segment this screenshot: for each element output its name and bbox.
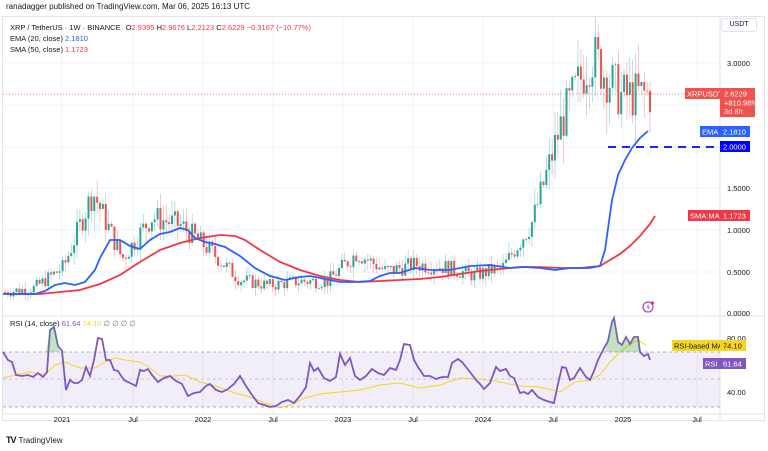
- price-tick-1.5: 1.5000: [727, 184, 750, 193]
- close-value: 2.6229: [221, 23, 245, 32]
- svg-text:74.10: 74.10: [723, 342, 742, 351]
- svg-text:2.6229: 2.6229: [724, 90, 747, 99]
- high-value: 2.9676: [162, 23, 185, 32]
- open-value: 2.9395: [131, 23, 155, 32]
- price-tick-1: 1.0000: [727, 226, 750, 235]
- rsi-tick-40: 40.00: [727, 388, 746, 397]
- rsi-tag: RSI 61.64: [703, 358, 746, 369]
- ema-legend-row[interactable]: EMA (20, close) 2.1810: [10, 34, 88, 43]
- rsi-tick-80: 80.00: [727, 334, 746, 343]
- price-tick-3: 3.0000: [727, 59, 750, 68]
- svg-text:EMA: EMA: [702, 128, 718, 137]
- ema-tag: EMA 2.1810: [700, 126, 750, 137]
- sma-tag: SMA:MA 1.1723: [688, 210, 750, 221]
- ema-legend-value: 2.1810: [65, 34, 88, 43]
- svg-text:RSI-based MA: RSI-based MA: [674, 342, 723, 351]
- svg-text:+810.98%: +810.98%: [724, 99, 758, 108]
- svg-text:RSI: RSI: [705, 360, 718, 369]
- svg-text:61.64: 61.64: [723, 360, 742, 369]
- currency-selector[interactable]: USDT: [721, 18, 757, 32]
- tradingview-logo-icon: TV: [6, 435, 16, 445]
- symbol-label[interactable]: XRP / TetherUS · 1W · BINANCE: [10, 23, 121, 32]
- rsi-legend[interactable]: RSI (14, close) 61.64 74.10 ∅ ∅ ∅ ∅: [10, 319, 136, 328]
- ema-line: [3, 130, 649, 295]
- brand-name: TradingView: [18, 435, 63, 445]
- chart-legend: XRP / TetherUS · 1W · BINANCE O2.9395 H2…: [10, 22, 311, 55]
- svg-text:SMA:MA: SMA:MA: [690, 212, 720, 221]
- rsi-ma-line: [2, 339, 647, 409]
- rsi-legend-value: 61.64: [61, 319, 81, 328]
- footer-brand[interactable]: TV TradingView: [6, 435, 63, 445]
- publisher-credit: ranadagger published on TradingView.com,…: [6, 2, 251, 11]
- price-tick-0.5: 0.5000: [727, 268, 750, 277]
- time-axis[interactable]: 2021 Jul 2022 Jul 2023 Jul 2024 Jul 2025…: [53, 415, 702, 424]
- svg-text:2.0000: 2.0000: [723, 143, 746, 152]
- rsi-line: [2, 315, 651, 408]
- change-value: −0.3167 (−10.77%): [246, 23, 311, 32]
- chart-frame: [2, 16, 765, 421]
- candles: [4, 17, 651, 301]
- rsi-ma-tag: RSI-based MA 74.10: [672, 340, 746, 351]
- price-tick-0: 0.0000: [727, 309, 750, 318]
- rsi-ma-legend-value: 74.10: [82, 319, 102, 328]
- ohlc-row: XRP / TetherUS · 1W · BINANCE O2.9395 H2…: [10, 23, 311, 32]
- sma-legend-row[interactable]: SMA (50, close) 1.1723: [10, 45, 88, 54]
- sma-legend-value: 1.1723: [65, 45, 88, 54]
- symbol-price-tag: XRPUSDT 2.6229 +810.98% 3d 8h: [685, 88, 758, 117]
- low-value: 2.2123: [191, 23, 215, 32]
- lightning-alert-icon[interactable]: [642, 301, 655, 313]
- svg-text:3d 8h: 3d 8h: [724, 107, 743, 116]
- svg-text:XRPUSDT: XRPUSDT: [687, 90, 723, 99]
- svg-text:2.1810: 2.1810: [723, 128, 746, 137]
- svg-text:1.1723: 1.1723: [723, 212, 746, 221]
- level-tag: 2.0000: [720, 141, 750, 152]
